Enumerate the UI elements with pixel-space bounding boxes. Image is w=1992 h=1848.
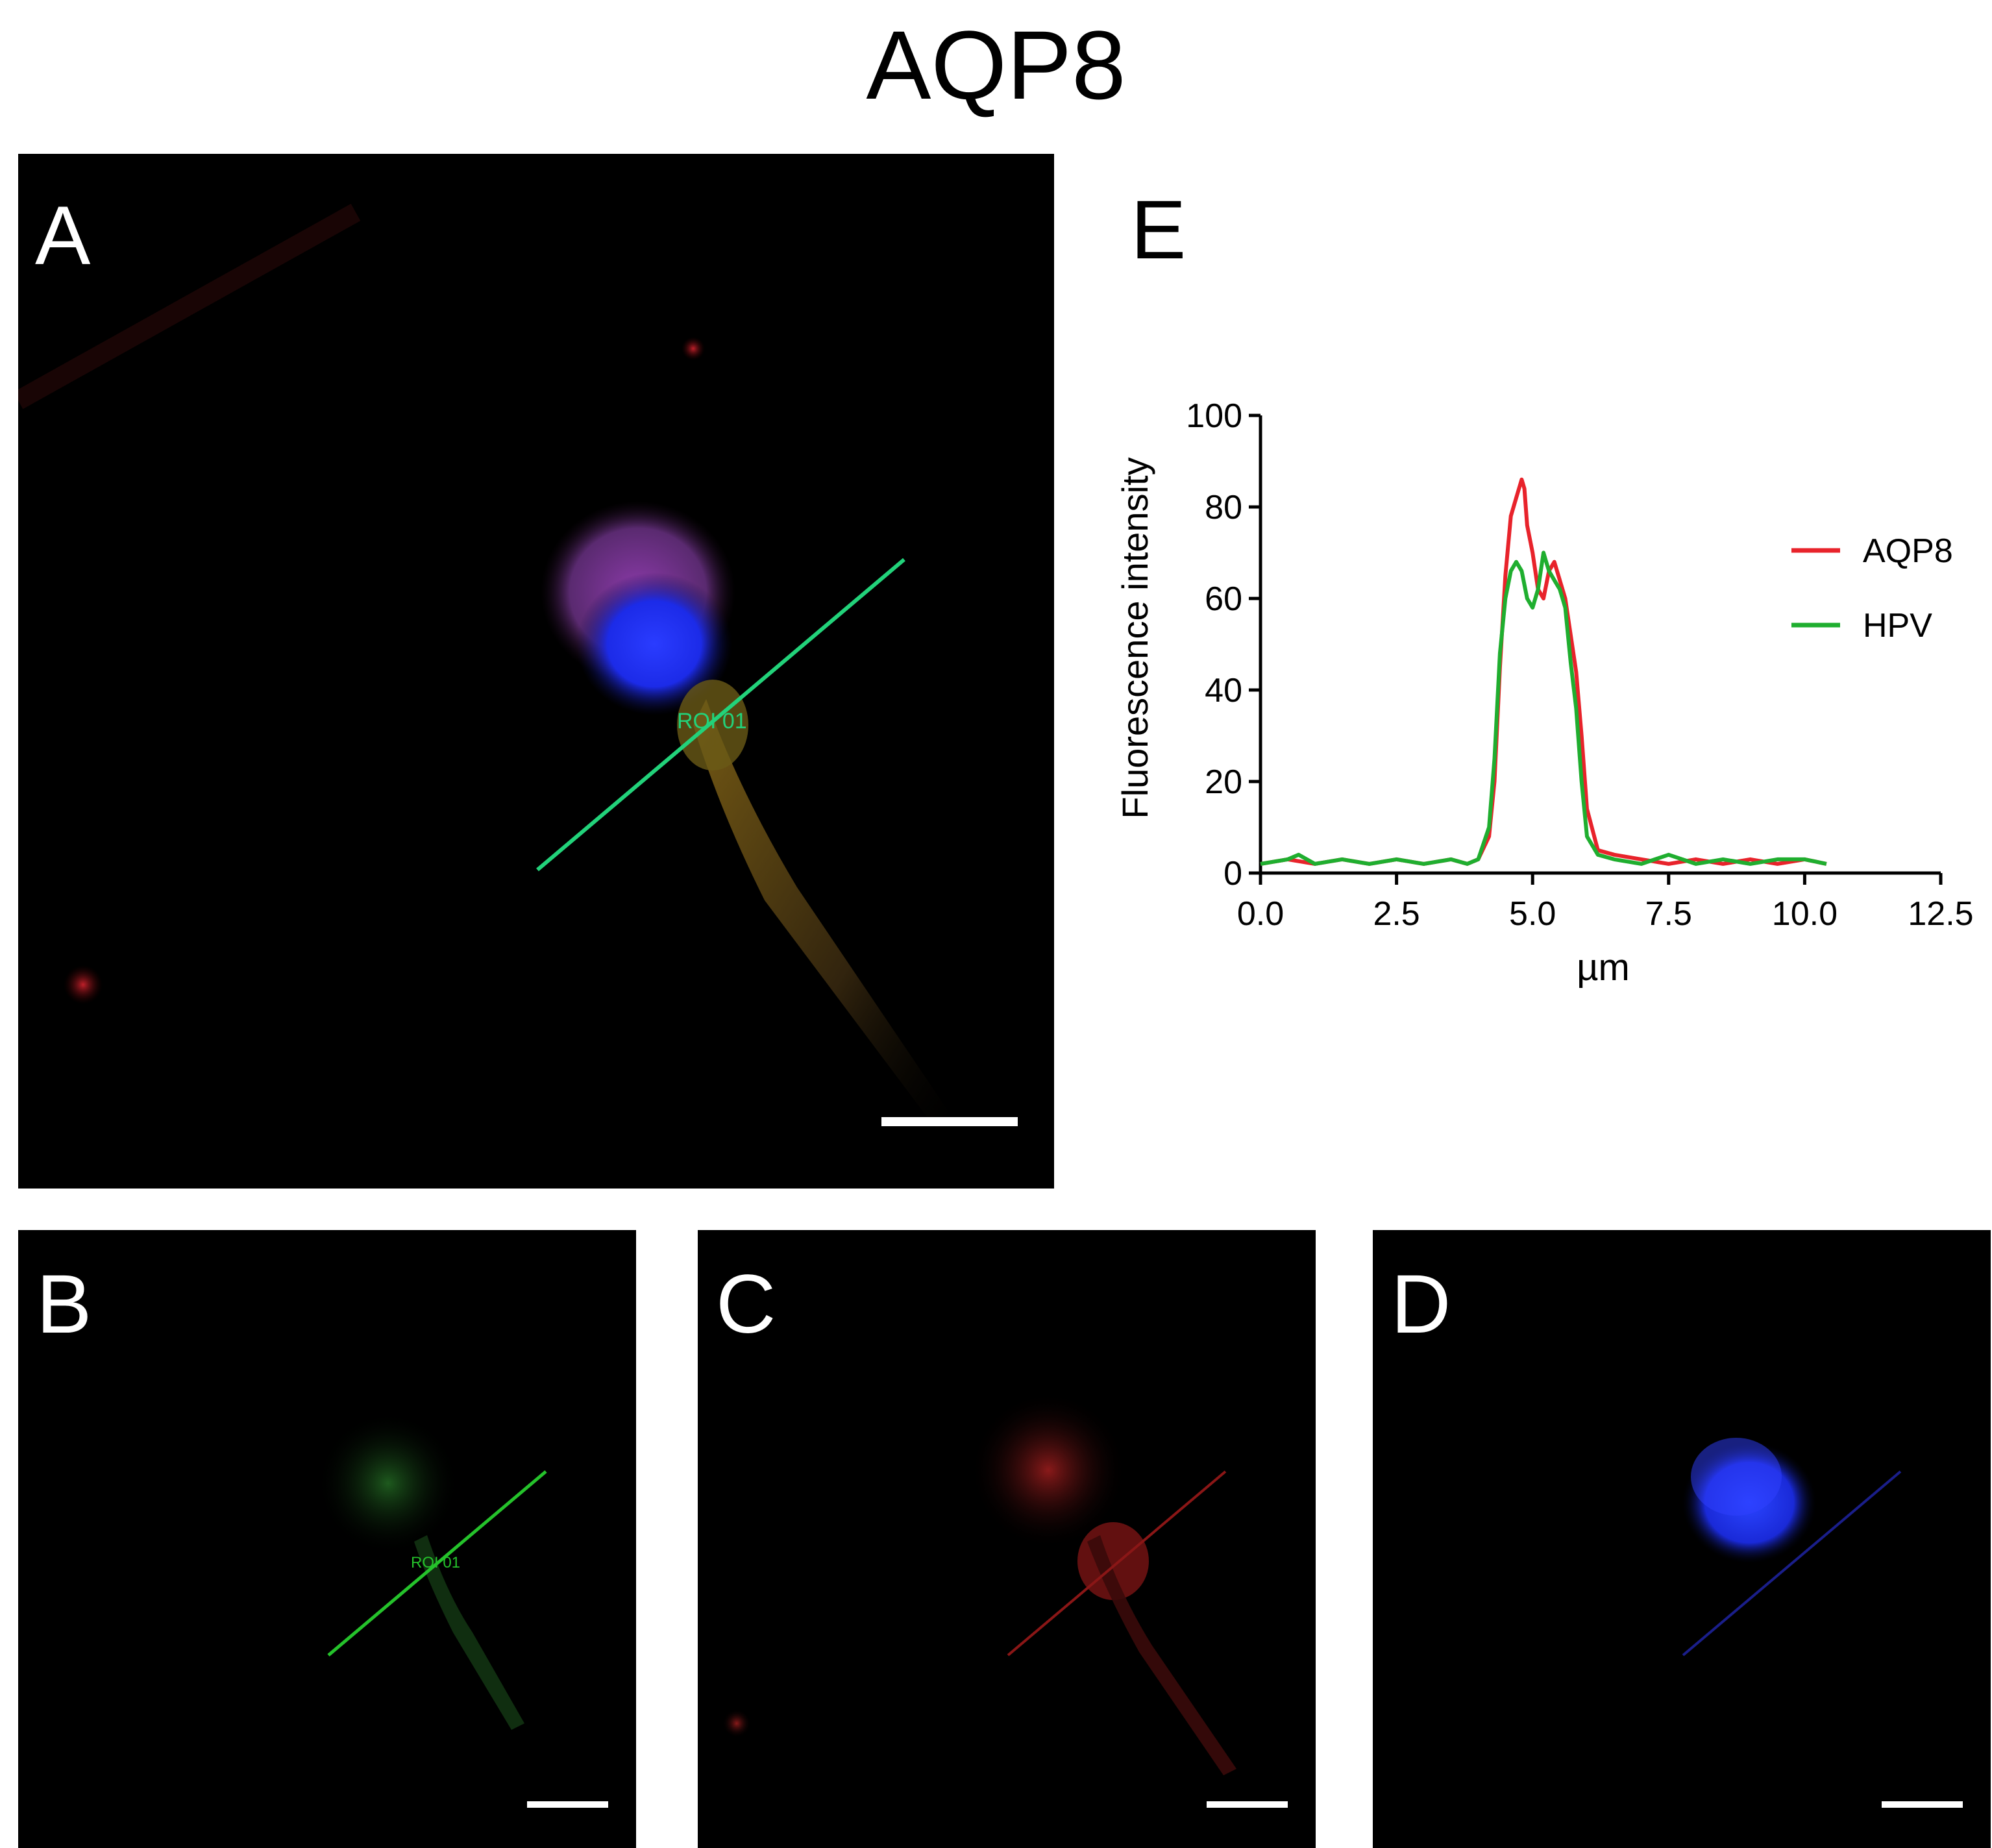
panel-b-scale-bar — [527, 1801, 608, 1808]
panel-b-image: ROI 01 B — [18, 1230, 636, 1848]
panel-a-scale-bar — [881, 1117, 1018, 1126]
y-tick-label: 40 — [1205, 672, 1242, 709]
figure-title: AQP8 — [866, 10, 1126, 119]
panel-e-label: E — [1131, 184, 1187, 277]
panel-d-label: D — [1391, 1258, 1451, 1351]
x-tick-label: 5.0 — [1509, 895, 1556, 933]
panel-b-microscopy: ROI 01 — [317, 1412, 608, 1808]
panel-b-roi-line — [327, 1470, 547, 1657]
panel-c-microscopy — [722, 1392, 1288, 1808]
panel-c-label: C — [716, 1258, 776, 1351]
y-tick-label: 0 — [1223, 855, 1242, 893]
panel-a-roi-line — [536, 558, 905, 872]
y-tick-label: 20 — [1205, 763, 1242, 801]
panel-c-scale-bar — [1207, 1801, 1288, 1808]
series-line-aqp8 — [1260, 477, 1827, 866]
x-axis-label: µm — [1577, 946, 1630, 989]
x-tick-label: 2.5 — [1373, 895, 1420, 933]
series-line-hpv — [1260, 550, 1827, 866]
x-tick-label: 12.5 — [1908, 895, 1973, 933]
panel-a-label: A — [35, 190, 91, 282]
legend-label-aqp8: AQP8 — [1863, 532, 1953, 570]
chart-axes: 0.0 2.5 5.0 7.5 10.0 12.5 0 20 40 60 80 100 — [1186, 397, 1973, 933]
panel-b-label: B — [36, 1258, 92, 1351]
y-tick-label: 100 — [1186, 397, 1242, 435]
panel-c-image: C — [698, 1230, 1316, 1848]
panel-d-roi-line — [1682, 1470, 1902, 1657]
y-tick-label: 60 — [1205, 580, 1242, 618]
x-tick-label: 0.0 — [1237, 895, 1284, 933]
x-tick-label: 10.0 — [1772, 895, 1838, 933]
panel-c-roi-line — [1007, 1470, 1227, 1657]
panel-a-roi-label: ROI 01 — [677, 709, 747, 733]
panel-b-roi-label: ROI 01 — [411, 1554, 460, 1571]
y-tick-label: 80 — [1205, 489, 1242, 526]
x-tick-label: 7.5 — [1645, 895, 1692, 933]
panel-d-scale-bar — [1882, 1801, 1963, 1808]
legend-label-hpv: HPV — [1863, 607, 1932, 645]
panel-d-image: D — [1373, 1230, 1991, 1848]
panel-a-image: ROI 01 A — [18, 154, 1054, 1189]
y-axis-label: Fluorescence intensity — [1114, 457, 1155, 819]
chart-legend: AQP8 HPV — [1791, 532, 1953, 645]
chart-series — [1260, 477, 1827, 866]
panel-d-microscopy — [1681, 1438, 1963, 1808]
intensity-profile-chart: 0.0 2.5 5.0 7.5 10.0 12.5 0 20 40 60 80 100 AQP8 HPV… — [1114, 397, 1974, 989]
panel-a-microscopy: ROI 01 — [18, 203, 1018, 1134]
